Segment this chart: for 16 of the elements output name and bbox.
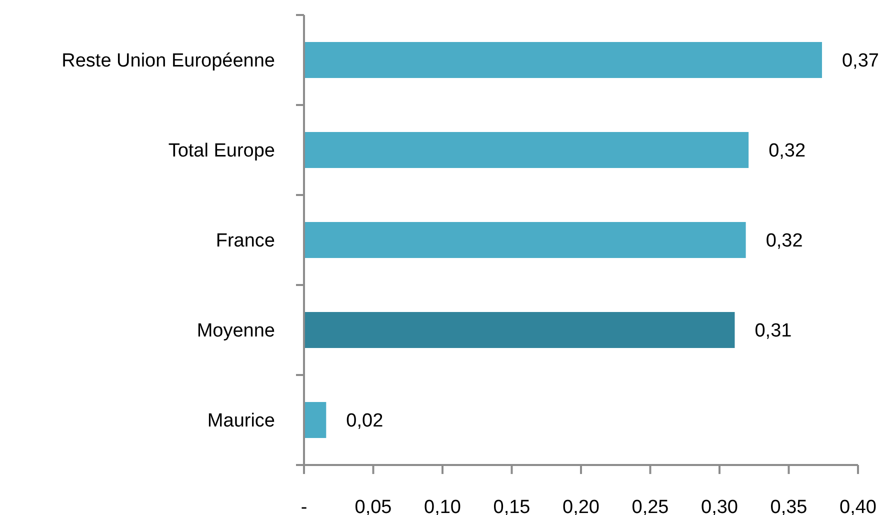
y-tick-label: Total Europe [168,140,275,162]
bar [304,312,735,348]
bar [304,132,749,168]
y-tick-label: Reste Union Européenne [62,50,275,72]
data-label: 0,32 [766,230,803,252]
data-label: 0,02 [346,410,384,432]
y-tick-label: Moyenne [196,320,275,342]
data-label: 0,32 [768,140,806,162]
bar [304,42,822,78]
bar [304,402,326,438]
bar [304,222,746,258]
y-tick-label: Maurice [207,410,275,432]
x-tick-label: - [300,497,308,515]
y-tick-label: France [216,230,275,252]
data-label: 0,31 [754,320,792,342]
data-label: 0,37 [842,50,879,72]
